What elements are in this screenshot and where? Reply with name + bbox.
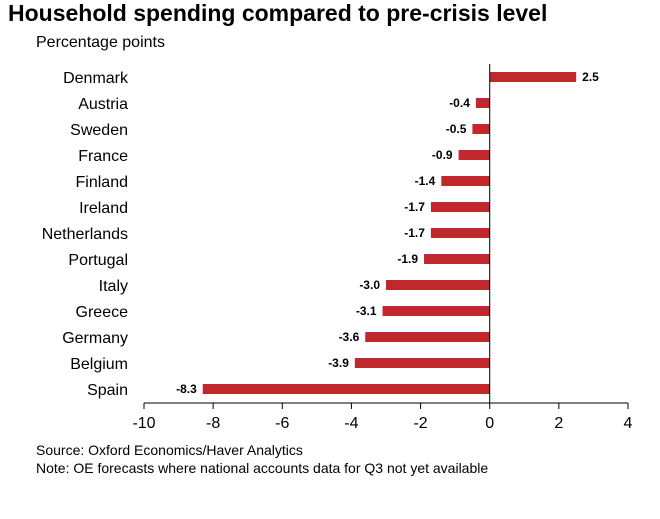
- data-label: -3.6: [339, 330, 360, 344]
- bar: [430, 228, 490, 238]
- category-label: Portugal: [68, 252, 128, 269]
- bar: [354, 358, 490, 368]
- data-label: -1.9: [397, 252, 418, 266]
- data-label: -1.4: [415, 174, 436, 188]
- category-label: France: [78, 148, 128, 165]
- bar: [424, 254, 490, 264]
- bar: [441, 176, 490, 186]
- x-tick-label: -2: [413, 415, 427, 432]
- category-label: Denmark: [63, 70, 129, 87]
- data-label: 2.5: [582, 70, 599, 84]
- x-tick-label: -10: [132, 415, 155, 432]
- category-label: Greece: [76, 304, 129, 321]
- bar: [202, 384, 490, 394]
- category-label: Italy: [99, 278, 128, 295]
- chart-subtitle: Percentage points: [36, 34, 165, 51]
- category-label: Ireland: [79, 200, 128, 217]
- source-note: Source: Oxford Economics/Haver Analytics: [36, 442, 303, 458]
- bar: [489, 72, 577, 82]
- x-tick-label: 2: [554, 415, 563, 432]
- data-label: -3.9: [328, 356, 349, 370]
- category-label: Netherlands: [42, 226, 128, 243]
- data-label: -1.7: [404, 226, 425, 240]
- bar: [472, 124, 490, 134]
- bar: [386, 280, 490, 290]
- bar: [475, 98, 490, 108]
- chart-title: Household spending compared to pre-crisi…: [8, 0, 548, 26]
- category-label: Finland: [76, 174, 128, 191]
- x-tick-label: -8: [206, 415, 220, 432]
- data-label: -0.4: [449, 96, 470, 110]
- footnote: Note: OE forecasts where national accoun…: [36, 460, 489, 476]
- category-label: Belgium: [70, 356, 128, 373]
- data-label: -1.7: [404, 200, 425, 214]
- data-label: -3.0: [359, 278, 380, 292]
- x-tick-label: -6: [275, 415, 289, 432]
- x-tick-label: -4: [344, 415, 358, 432]
- category-label: Sweden: [70, 122, 128, 139]
- category-label: Spain: [87, 382, 128, 399]
- data-label: -0.9: [432, 148, 453, 162]
- category-label: Austria: [78, 96, 128, 113]
- data-label: -0.5: [446, 122, 467, 136]
- bar: [458, 150, 490, 160]
- x-tick-label: 4: [624, 415, 633, 432]
- data-label: -3.1: [356, 304, 377, 318]
- data-label: -8.3: [176, 382, 197, 396]
- x-tick-label: 0: [485, 415, 494, 432]
- category-label: Germany: [62, 330, 128, 347]
- bar: [365, 332, 490, 342]
- bar: [430, 202, 490, 212]
- bar: [382, 306, 490, 316]
